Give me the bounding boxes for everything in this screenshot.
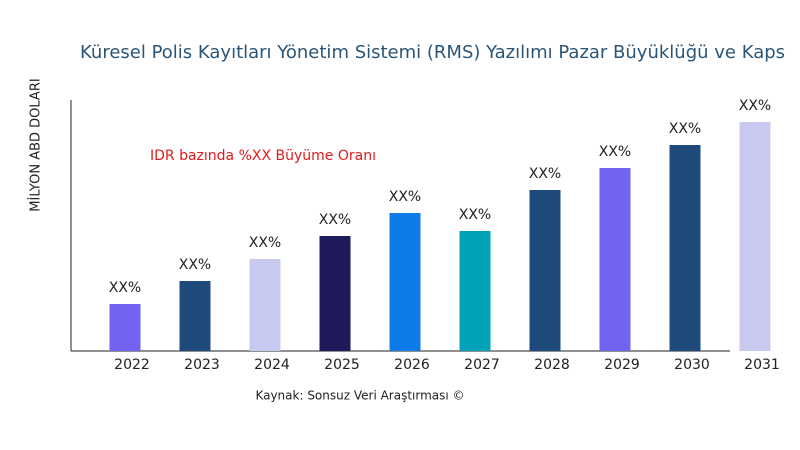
value-label: XX%	[669, 121, 701, 137]
value-label: XX%	[599, 144, 631, 160]
annotation: IDR bazında %XX Büyüme Oranı	[150, 148, 376, 164]
chart-title: Küresel Polis Kayıtları Yönetim Sistemi …	[80, 42, 785, 63]
x-tick-label: 2022	[114, 357, 150, 373]
x-tick-label: 2030	[674, 357, 710, 373]
x-tick-label: 2026	[394, 357, 430, 373]
value-label: XX%	[319, 212, 351, 228]
value-label: XX%	[179, 257, 211, 273]
value-label: XX%	[459, 207, 491, 223]
x-tick-label: 2023	[184, 357, 220, 373]
source: Kaynak: Sonsuz Veri Araştırması ©	[255, 389, 464, 403]
bar	[389, 213, 421, 351]
bar	[669, 145, 701, 351]
value-label: XX%	[529, 166, 561, 182]
x-tick-label: 2028	[534, 357, 570, 373]
x-tick-label: 2029	[604, 357, 640, 373]
x-tick-label: 2031	[744, 357, 780, 373]
bar	[249, 259, 281, 351]
x-tick-label: 2024	[254, 357, 290, 373]
bar	[319, 236, 351, 351]
value-label: XX%	[109, 280, 141, 296]
bar	[599, 168, 631, 351]
y-axis-label: MİLYON ABD DOLARI	[28, 78, 44, 211]
x-tick-label: 2025	[324, 357, 360, 373]
value-label: XX%	[739, 98, 771, 114]
x-tick-label: 2027	[464, 357, 500, 373]
bar	[529, 190, 561, 351]
value-label: XX%	[389, 189, 421, 205]
bar	[179, 281, 211, 351]
bar	[739, 122, 771, 351]
bar	[459, 231, 491, 351]
bar	[109, 304, 141, 351]
value-label: XX%	[249, 235, 281, 251]
